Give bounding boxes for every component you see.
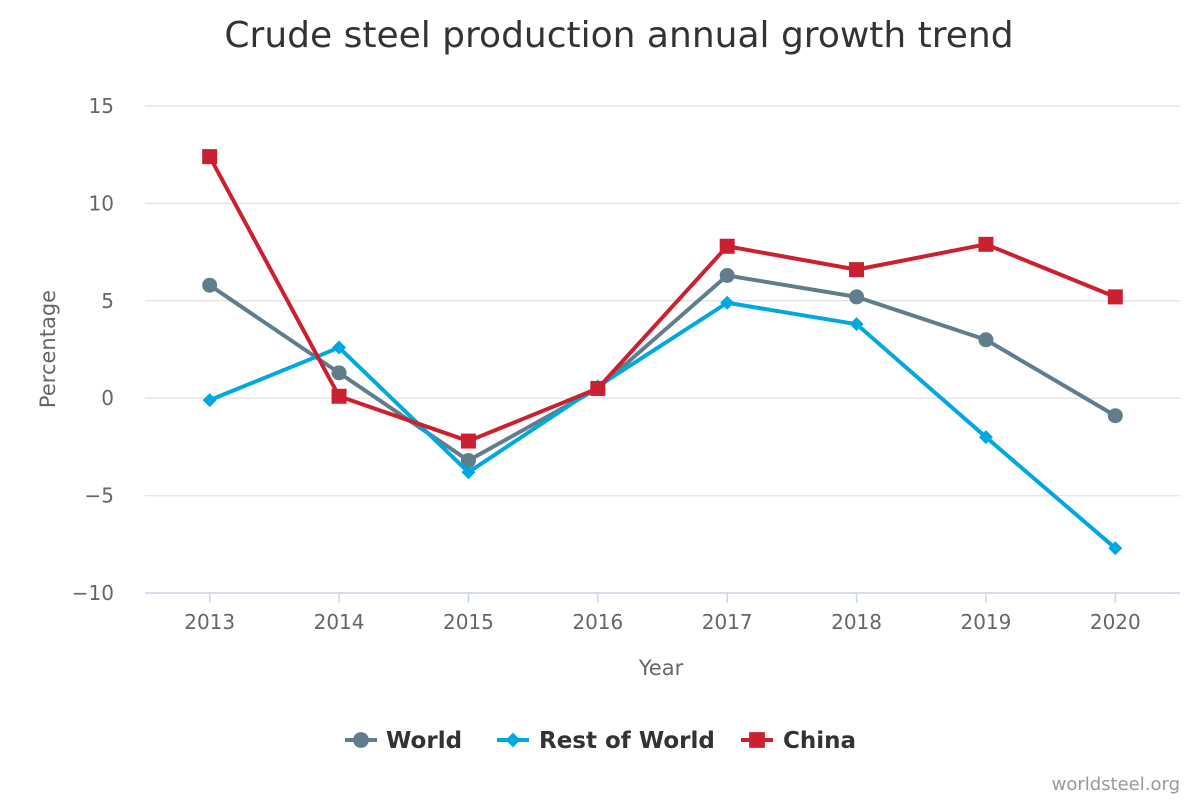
data-point-china [331, 388, 347, 404]
data-point-world [1107, 408, 1123, 424]
y-tick-label: 10 [89, 191, 114, 215]
data-point-china [719, 238, 735, 254]
x-tick-label: 2017 [702, 610, 753, 634]
data-point-world [849, 289, 865, 305]
y-axis-ticks: 15 10 5 0 −5 −10 [72, 94, 114, 605]
legend-symbol-rest-of-world [505, 732, 521, 748]
data-point-world [202, 277, 218, 293]
data-point-rest-of-world [332, 340, 347, 355]
y-tick-label: 0 [101, 386, 114, 410]
series-line-china [207, 154, 1118, 444]
chart-title: Crude steel production annual growth tre… [224, 15, 1013, 56]
grid [145, 105, 1180, 594]
data-point-world [719, 267, 735, 283]
data-point-rest-of-world [202, 393, 217, 408]
data-point-china [590, 380, 606, 396]
credit-text: worldsteel.org [1052, 774, 1180, 795]
legend-item-china[interactable]: China [741, 728, 856, 754]
series-line-rest-of-world [207, 300, 1118, 551]
x-tick-label: 2016 [572, 610, 623, 634]
legend-label-world: World [386, 728, 462, 754]
legend: World Rest of World China [345, 728, 856, 754]
y-tick-label: 15 [89, 94, 114, 118]
series-line-world [207, 273, 1118, 463]
legend-item-rest-of-world[interactable]: Rest of World [497, 728, 715, 754]
y-tick-label: −5 [85, 484, 114, 508]
x-tick-label: 2014 [314, 610, 365, 634]
series-layer [202, 149, 1123, 556]
legend-item-world[interactable]: World [345, 728, 462, 754]
x-tick-label: 2013 [184, 610, 235, 634]
data-point-china [1107, 289, 1123, 305]
data-point-rest-of-world [720, 295, 735, 310]
x-tick-label: 2018 [831, 610, 882, 634]
x-axis-ticks: 2013 2014 2015 2016 2017 2018 2019 2020 [184, 593, 1141, 634]
x-axis-title: Year [638, 656, 684, 680]
x-tick-label: 2019 [960, 610, 1011, 634]
legend-symbol-world [353, 732, 369, 748]
data-point-rest-of-world [849, 317, 864, 332]
data-point-world [460, 453, 476, 469]
x-tick-label: 2020 [1090, 610, 1141, 634]
data-point-china [202, 149, 218, 165]
y-tick-label: −10 [72, 581, 114, 605]
data-point-china [849, 262, 865, 278]
legend-label-china: China [783, 728, 856, 754]
series-rest-of-world [202, 295, 1123, 556]
y-axis-title: Percentage [36, 290, 60, 408]
data-point-china [978, 236, 994, 252]
data-point-rest-of-world [978, 430, 993, 445]
series-china [202, 149, 1123, 449]
data-point-china [460, 433, 476, 449]
data-point-world [978, 332, 994, 348]
legend-symbol-china [749, 732, 765, 748]
data-point-rest-of-world [461, 465, 476, 480]
x-tick-label: 2015 [443, 610, 494, 634]
data-point-rest-of-world [1108, 541, 1123, 556]
y-tick-label: 5 [101, 289, 114, 313]
legend-label-rest-of-world: Rest of World [539, 728, 715, 754]
data-point-world [331, 365, 347, 381]
